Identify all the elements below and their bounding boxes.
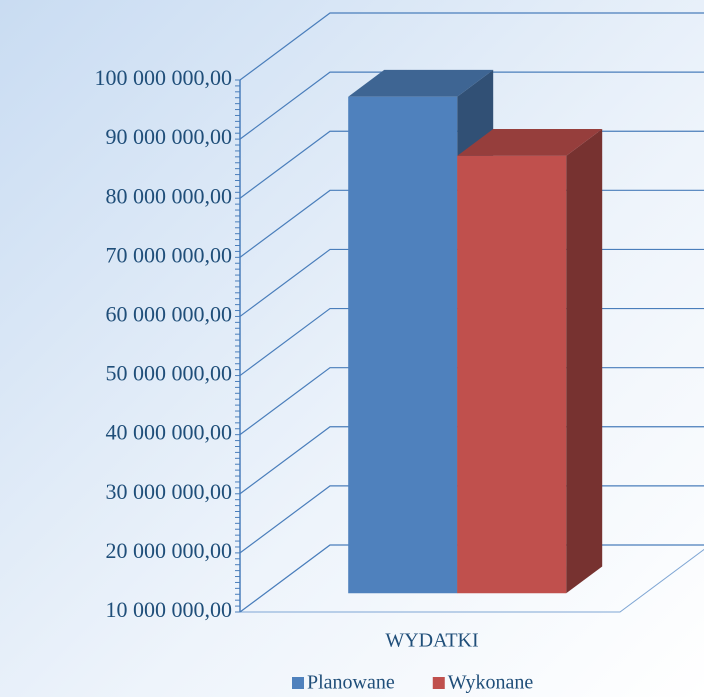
bar-top (457, 129, 603, 156)
bar-top (348, 69, 494, 97)
y-tick-label: 80 000 000,00 (106, 183, 233, 208)
bar-side (566, 129, 603, 594)
y-tick-label: 100 000 000,00 (95, 65, 233, 90)
legend-swatch (292, 677, 304, 689)
y-tick-label: 70 000 000,00 (106, 242, 233, 267)
y-tick-label: 20 000 000,00 (106, 538, 233, 563)
y-tick-label: 50 000 000,00 (106, 361, 233, 386)
y-tick-label: 30 000 000,00 (106, 479, 233, 504)
y-tick-label: 10 000 000,00 (106, 597, 233, 622)
y-tick-label: 90 000 000,00 (106, 124, 233, 149)
y-tick-label: 60 000 000,00 (106, 301, 233, 326)
grid-line (239, 12, 704, 81)
bar (457, 155, 567, 594)
legend-label: Planowane (307, 672, 395, 694)
x-tick-label: WYDATKI (385, 630, 478, 652)
y-tick-label: 40 000 000,00 (106, 420, 233, 445)
grid-line (239, 71, 704, 140)
legend-swatch (432, 677, 445, 689)
legend-label: Wykonane (448, 672, 534, 694)
bar (348, 96, 458, 594)
